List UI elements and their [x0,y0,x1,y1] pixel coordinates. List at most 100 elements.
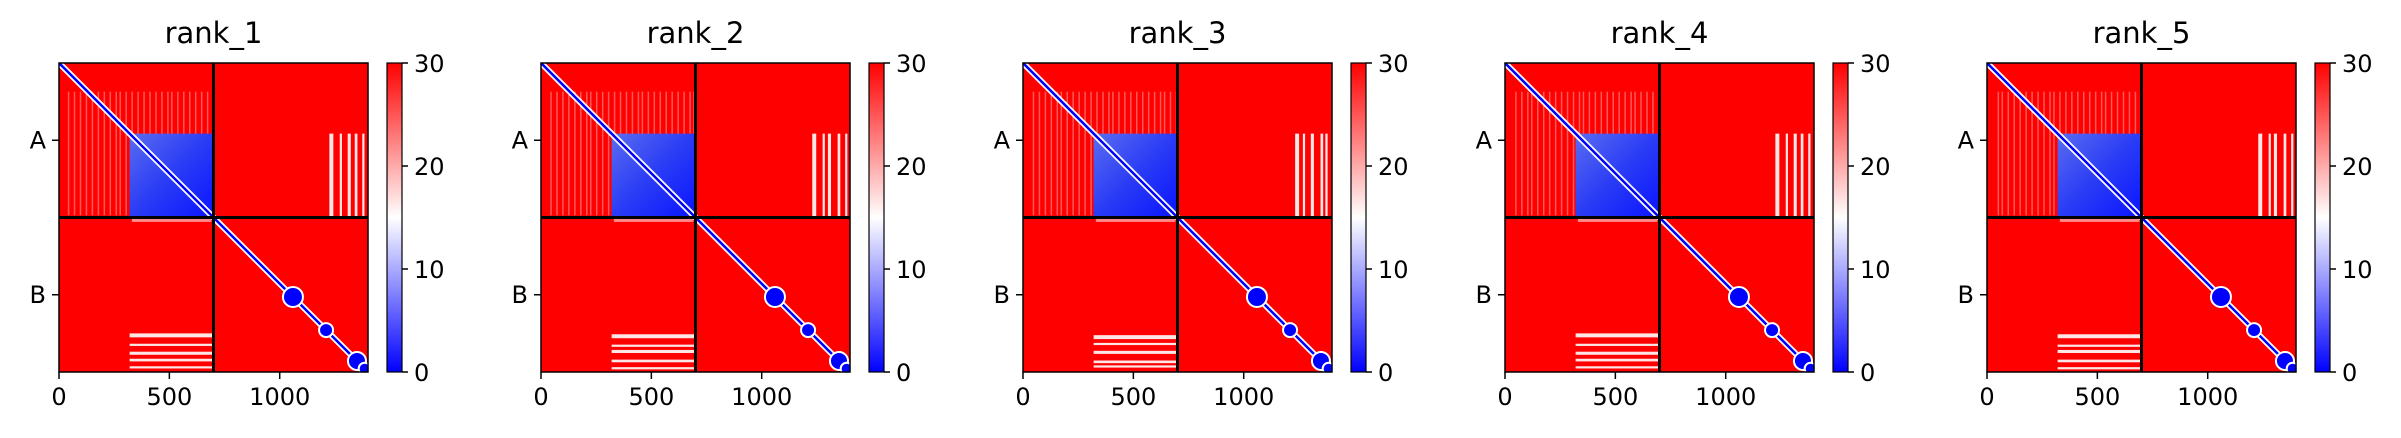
contact-stripe [2268,133,2271,218]
y-tick-label: B [512,281,528,309]
texture-streak [1090,91,1092,216]
contact-stripe [129,351,214,355]
interface-band [1095,217,1176,222]
texture-streak [125,91,127,216]
diagonal-blob [357,361,368,372]
interface-band [2059,217,2140,222]
contact-stripe [329,133,334,218]
texture-streak [1548,91,1551,216]
texture-streak [1566,91,1569,216]
texture-streak [589,91,592,216]
texture-streak [1997,91,2000,216]
colorbar [868,62,885,373]
contact-stripe [822,133,825,218]
contact-stripe [812,133,817,218]
x-tick-label: 500 [146,383,192,411]
colorbar [1350,62,1367,373]
diagonal-blob [839,361,850,372]
contact-stripe [1575,343,1660,346]
x-tick-label: 0 [1979,383,1994,411]
texture-streak [103,91,106,216]
colorbar-tick-label: 10 [2342,256,2373,284]
texture-streak [2007,91,2010,216]
diagonal-blob [1321,361,1332,372]
texture-streak [580,91,582,216]
texture-streak [586,91,588,216]
x-tick-label: 1000 [249,383,310,411]
colorbar-tick-label: 30 [896,50,927,78]
contact-stripe [1575,366,1660,369]
contact-stripe [347,133,351,218]
contact-stripe [1295,133,1300,218]
axes-frame [1986,62,2297,373]
texture-streak [2013,91,2015,216]
interface-band [613,217,694,222]
panel-title: rank_1 [165,16,263,50]
colorbar-tick-label: 20 [896,153,927,181]
y-tick-label: A [512,126,529,154]
texture-streak [1527,91,1529,216]
diagonal-blob [281,285,304,308]
x-tick-label: 500 [628,383,674,411]
texture-streak [2043,91,2045,216]
contact-stripe [1575,333,1660,338]
texture-streak [568,91,570,216]
axes-frame [58,62,369,373]
colorbar-tick-label: 20 [2342,153,2373,181]
contact-stripe [611,344,696,347]
texture-streak [1537,91,1539,216]
contact-stripe [611,367,696,370]
texture-streak [1542,91,1545,216]
colorbar-tick-label: 20 [1378,153,1409,181]
axes-frame [1504,62,1815,373]
heatmap-panel-4: rank_4 0 500 1000 A B 0 10 20 30 [1476,16,1891,411]
panel-title: rank_2 [647,16,745,50]
contact-stripe [1325,133,1328,218]
texture-streak [2019,91,2021,216]
panel-title: rank_4 [1611,16,1709,50]
texture-streak [1032,91,1035,216]
diagonal-blob [1727,285,1750,308]
contact-stripe [611,334,696,339]
contact-stripe [1302,133,1306,218]
texture-streak [2025,91,2027,216]
interface-band [131,217,212,222]
colorbar [386,62,403,373]
contact-stripe [1093,365,1178,368]
contact-stripe [1093,335,1178,340]
texture-streak [562,91,564,216]
colorbar-tick-label: 10 [414,256,445,284]
x-tick-label: 500 [1592,383,1638,411]
texture-streak [1072,91,1074,216]
texture-streak [1531,91,1533,216]
contact-stripe [129,333,214,338]
texture-streak [556,91,558,216]
contact-stripe [1775,133,1780,218]
x-tick-label: 1000 [1213,383,1274,411]
contact-stripe [2291,133,2294,218]
contact-stripe [129,343,214,346]
texture-streak [1560,91,1563,216]
texture-streak [2031,91,2033,216]
contact-stripe [1320,133,1324,218]
contact-stripe [1575,351,1660,355]
colorbar-tick-label: 20 [1860,153,1891,181]
colorbar-tick-label: 30 [1860,50,1891,78]
texture-streak [574,91,576,216]
contact-stripe [2057,349,2142,354]
contact-stripe [611,349,696,354]
contact-stripe [827,133,832,218]
texture-streak [67,91,70,216]
texture-streak [1084,91,1086,216]
x-tick-label: 0 [51,383,66,411]
texture-streak [91,91,94,216]
texture-streak [1060,91,1063,216]
y-tick-label: B [1476,281,1492,309]
texture-streak [2001,91,2004,216]
texture-streak [601,91,604,216]
texture-streak [2037,91,2039,216]
texture-streak [2049,91,2051,216]
heatmap-panel-3: rank_3 0 500 1000 A B 0 10 20 30 [994,16,1409,411]
texture-streak [1515,91,1517,216]
